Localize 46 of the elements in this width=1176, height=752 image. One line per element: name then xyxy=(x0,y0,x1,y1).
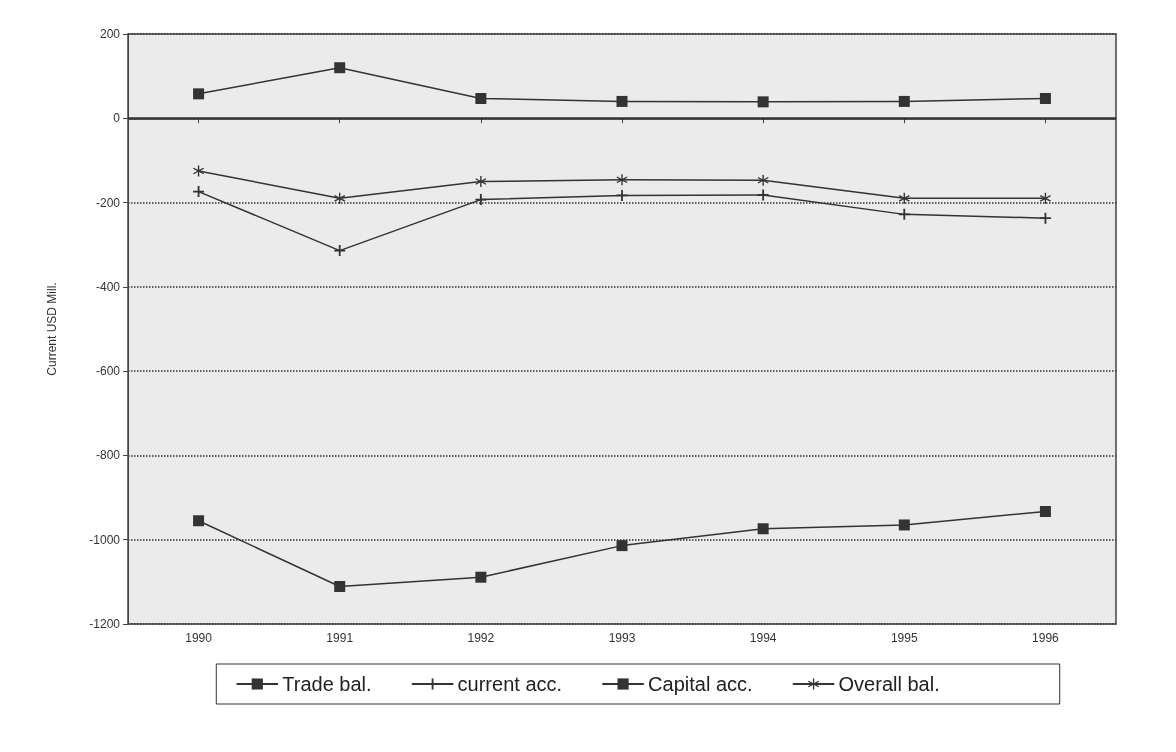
point xyxy=(334,245,346,257)
x-tick-label: 1991 xyxy=(326,631,354,645)
legend-label: Trade bal. xyxy=(282,673,372,695)
point xyxy=(475,176,487,187)
y-tick-label: -1200 xyxy=(89,617,121,631)
x-tick-label: 1993 xyxy=(608,631,636,645)
point xyxy=(334,62,346,74)
point xyxy=(616,540,628,552)
point xyxy=(616,95,628,107)
point xyxy=(193,165,205,177)
y-tick-label: -200 xyxy=(95,195,121,210)
point xyxy=(757,189,769,201)
point xyxy=(1039,92,1051,104)
y-tick-label: -800 xyxy=(95,448,121,463)
point xyxy=(475,92,487,104)
legend-label: Capital acc. xyxy=(648,673,753,695)
x-tick-label: 1995 xyxy=(890,631,918,645)
point xyxy=(334,192,346,204)
point xyxy=(193,88,205,100)
y-tick-label: -400 xyxy=(95,279,121,294)
y-axis-title: Current USD Mill. xyxy=(45,282,59,376)
point xyxy=(475,194,487,206)
y-tick-label: 0 xyxy=(113,111,121,126)
y-tick-label: -600 xyxy=(95,364,121,379)
point xyxy=(616,189,628,201)
point xyxy=(757,174,769,186)
point xyxy=(898,208,910,220)
point xyxy=(757,523,769,535)
legend-label: Overall bal. xyxy=(838,673,940,695)
y-tick-label: -1000 xyxy=(89,532,121,547)
point xyxy=(193,515,205,527)
point xyxy=(1039,505,1051,517)
x-tick-label: 1994 xyxy=(749,631,777,645)
point xyxy=(334,580,346,592)
legend-label: current acc. xyxy=(457,673,563,695)
point xyxy=(757,96,769,108)
x-tick-label: 1990 xyxy=(185,631,213,645)
point xyxy=(898,95,910,107)
point xyxy=(616,174,628,186)
x-tick-label: 1996 xyxy=(1032,631,1060,645)
point xyxy=(898,192,910,204)
point xyxy=(898,519,910,531)
x-tick-label: 1992 xyxy=(467,631,495,645)
point xyxy=(475,571,487,583)
y-tick-label: 200 xyxy=(99,27,121,41)
point xyxy=(1039,192,1051,204)
